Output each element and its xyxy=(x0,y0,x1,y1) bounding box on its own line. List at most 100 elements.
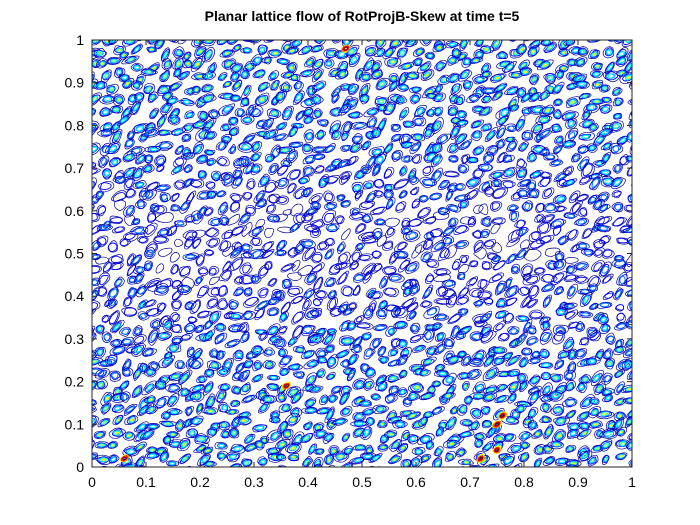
contour-line xyxy=(639,370,648,380)
contour-line xyxy=(639,388,646,393)
contour-line xyxy=(639,357,646,362)
contour-line xyxy=(334,36,338,40)
contour-line xyxy=(632,100,639,103)
contour-line xyxy=(270,37,273,39)
contour-line xyxy=(640,37,643,40)
contour-line xyxy=(641,358,645,361)
contour-line xyxy=(280,32,291,40)
contour-line xyxy=(644,311,652,316)
contour-line xyxy=(639,356,648,363)
contour-line xyxy=(317,74,319,76)
contour-line xyxy=(640,111,644,116)
contour-line xyxy=(641,38,642,39)
contour-line xyxy=(641,370,647,377)
contour-line xyxy=(639,101,646,105)
contour-line xyxy=(642,54,647,58)
contour-line xyxy=(485,74,487,75)
contour-line xyxy=(639,177,646,185)
contour-line xyxy=(309,62,311,63)
contour-line xyxy=(635,59,644,70)
contour-line xyxy=(245,38,252,40)
contour-line xyxy=(639,155,651,161)
contour-line xyxy=(632,109,639,117)
contour-line xyxy=(639,75,646,81)
contour-line xyxy=(635,187,645,195)
contour-line xyxy=(642,372,647,377)
contour-line xyxy=(153,67,155,69)
contour-line xyxy=(637,109,644,118)
contour-line xyxy=(447,395,449,396)
contour-line xyxy=(347,32,355,39)
contour-line xyxy=(631,145,638,153)
contour-line xyxy=(642,76,644,78)
contour-line xyxy=(462,56,464,57)
contour-line xyxy=(642,390,644,391)
contour-line xyxy=(633,332,648,342)
contour-line xyxy=(151,49,153,50)
contour-line xyxy=(637,177,646,187)
contour-line xyxy=(642,157,647,159)
contour-line xyxy=(637,61,642,67)
contour-line xyxy=(645,350,653,355)
contour-line xyxy=(637,332,646,340)
contour-line xyxy=(294,77,295,78)
contour-line xyxy=(641,53,647,59)
contour-line xyxy=(637,62,641,66)
contour-line xyxy=(429,91,431,93)
contour-line xyxy=(641,85,651,91)
contour-line xyxy=(524,37,529,40)
contour-line xyxy=(497,95,499,96)
contour-line xyxy=(301,33,311,39)
contour-line xyxy=(488,34,494,37)
contour-line xyxy=(137,34,142,39)
contour-line xyxy=(83,328,92,334)
contour-line xyxy=(283,33,290,38)
contour-line xyxy=(198,76,201,77)
contour-line xyxy=(641,101,644,103)
contour-line xyxy=(632,146,637,152)
contour-line xyxy=(633,101,639,104)
contour-line xyxy=(639,110,644,116)
contour-line xyxy=(611,38,613,39)
contour-line xyxy=(640,142,646,148)
contour-line xyxy=(335,37,338,39)
contour-line xyxy=(633,83,638,87)
contour-line xyxy=(637,386,646,394)
contour-line xyxy=(369,34,374,39)
contour-line xyxy=(349,33,355,38)
contour-line xyxy=(637,107,646,118)
contour-line xyxy=(638,189,644,193)
contour-line xyxy=(284,35,289,39)
contour-line xyxy=(638,322,642,327)
contour-line xyxy=(406,36,409,39)
contour-line xyxy=(639,190,643,194)
contour-line xyxy=(636,98,648,106)
contour-line xyxy=(597,84,599,85)
contour-line xyxy=(489,35,492,37)
contour-line xyxy=(274,85,275,87)
contour-line xyxy=(639,134,646,143)
contour-line xyxy=(634,183,638,187)
contour-line xyxy=(639,298,649,305)
contour-line xyxy=(636,61,642,68)
contour-line xyxy=(364,90,366,92)
contour-line xyxy=(575,32,587,40)
contour-line xyxy=(606,100,608,101)
contour-line xyxy=(635,321,645,329)
contour-line xyxy=(485,32,496,39)
contour-line xyxy=(285,36,287,37)
contour-line xyxy=(644,55,645,56)
contour-line xyxy=(631,107,641,118)
contour-line xyxy=(640,155,649,159)
contour-line xyxy=(644,290,653,297)
contour-line xyxy=(510,35,516,40)
contour-line xyxy=(645,87,647,89)
contour-line xyxy=(641,156,648,160)
contour-line xyxy=(486,33,494,38)
contour-line xyxy=(643,289,655,297)
contour-line xyxy=(135,30,144,41)
contour-line xyxy=(335,37,337,38)
contour-line xyxy=(484,31,497,40)
contour-line xyxy=(350,34,354,38)
